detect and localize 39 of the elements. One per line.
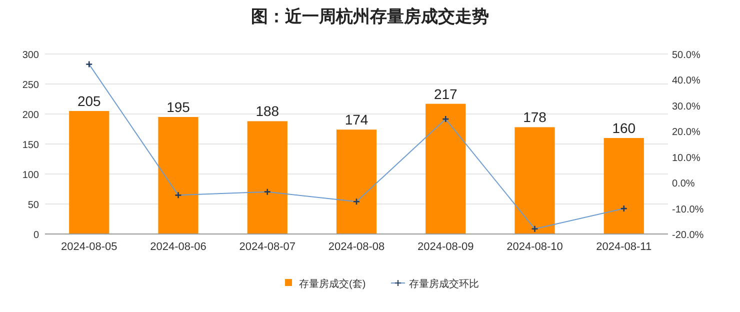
y-tick-label: 300 — [22, 50, 40, 61]
bar — [604, 138, 644, 234]
x-tick-label: 2024-08-05 — [60, 241, 118, 253]
y-tick-label: 50 — [28, 200, 40, 211]
y2-tick-label: 10.0% — [672, 152, 700, 164]
y2-tick-label: -10.0% — [672, 204, 704, 216]
x-tick-label: 2024-08-06 — [150, 241, 206, 253]
data-label: 195 — [166, 99, 190, 115]
legend-label: 存量房成交(套) — [299, 278, 366, 290]
data-label: 178 — [523, 109, 547, 126]
x-tick-label: 2024-08-09 — [417, 241, 474, 253]
y2-tick-label: 40.0% — [672, 76, 700, 87]
data-label: 160 — [612, 120, 636, 136]
y-tick-label: 200 — [22, 110, 40, 121]
y2-tick-label: 0.0% — [672, 178, 695, 190]
x-tick-label: 2024-08-08 — [328, 241, 385, 253]
x-tick-label: 2024-08-11 — [596, 241, 652, 253]
bar — [336, 130, 377, 234]
y-tick-label: 100 — [22, 170, 40, 181]
y-tick-label: 0 — [33, 230, 40, 241]
bar — [69, 111, 110, 234]
bar — [426, 104, 466, 234]
y-tick-label: 250 — [22, 80, 40, 91]
bar — [514, 127, 555, 234]
x-tick-label: 2024-08-07 — [239, 241, 296, 253]
y2-tick-label: -20.0% — [672, 230, 704, 241]
bar — [247, 121, 288, 234]
x-tick-label: 2024-08-10 — [506, 241, 563, 253]
chart-title: 图：近一周杭州存量房成交走势 — [251, 7, 489, 26]
legend-label: 存量房成交环比 — [409, 278, 479, 290]
y2-tick-label: 20.0% — [672, 127, 700, 138]
data-label: 188 — [256, 103, 280, 120]
y2-tick-label: 30.0% — [672, 101, 700, 112]
y2-tick-label: 50.0% — [672, 50, 700, 61]
y-tick-label: 150 — [22, 140, 40, 151]
bar — [158, 117, 198, 234]
data-label: 217 — [434, 86, 458, 102]
data-label: 205 — [77, 93, 102, 109]
data-label: 174 — [344, 112, 368, 128]
